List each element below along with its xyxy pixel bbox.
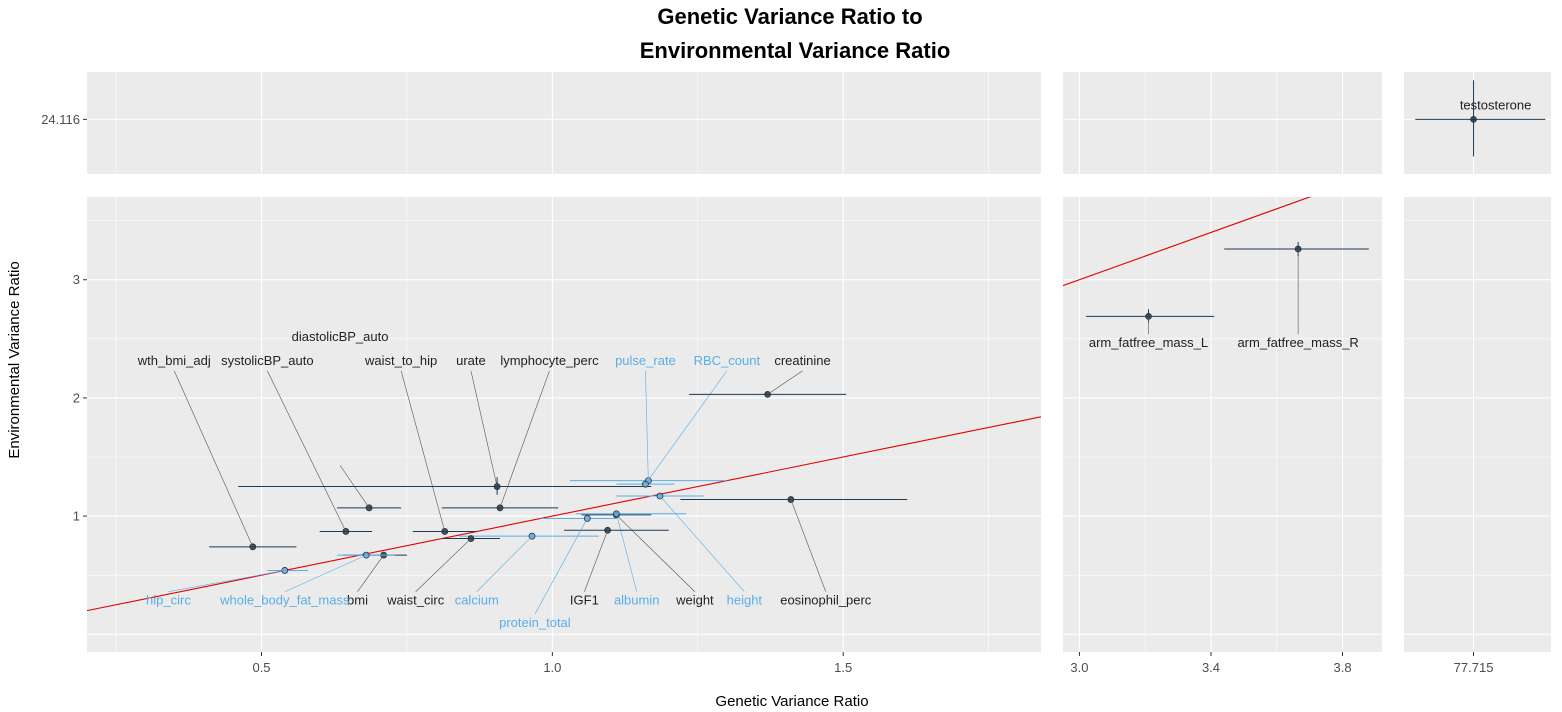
panel-1-2: [1404, 197, 1551, 652]
label-leader: [534, 518, 588, 615]
x-tick-label: 1.0: [543, 660, 561, 675]
y-tick-label: 24.116: [41, 112, 80, 127]
point-testosterone: testosterone: [1415, 80, 1546, 157]
point-label: creatinine: [774, 353, 830, 368]
point-label: weight: [675, 593, 714, 608]
x-tick-label: 3.8: [1333, 660, 1351, 675]
reference-line-y-equals-x: [1063, 197, 1312, 287]
panel-0-0: [87, 72, 1041, 174]
axis-ticks: 0.5 1.0 1.5 3.0 3.4 3.8 77.715 24.116 1 2 3: [41, 112, 1493, 675]
panel-0-1: [1063, 72, 1382, 174]
point-label: diastolicBP_auto: [292, 329, 389, 344]
point-label: hip_circ: [146, 593, 191, 608]
x-tick-label: 77.715: [1454, 660, 1494, 675]
point-label: IGF1: [570, 593, 599, 608]
label-leader: [168, 570, 285, 593]
chart-panels: [87, 72, 1551, 652]
label-leader: [659, 495, 745, 592]
point-calcium: calcium: [455, 532, 599, 608]
label-leader: [357, 554, 384, 592]
label-leader: [415, 538, 472, 592]
label-leader: [645, 370, 649, 481]
label-leader: [173, 370, 254, 547]
chart-title-line1: Genetic Variance Ratio to: [657, 4, 922, 29]
point-arm_fatfree_mass_L: arm_fatfree_mass_L: [1086, 309, 1215, 350]
point-pulse_rate: pulse_rate: [569, 353, 727, 485]
label-leader: [400, 370, 446, 532]
point-label: protein_total: [499, 615, 571, 630]
label-leader: [767, 370, 803, 395]
point-lymphocyte_perc: lymphocyte_perc: [441, 353, 599, 512]
label-leader: [584, 530, 608, 592]
point-label: systolicBP_auto: [221, 353, 314, 368]
panel-1-1: [1063, 197, 1382, 652]
point-height: height: [616, 492, 763, 608]
point-label: lymphocyte_perc: [500, 353, 599, 368]
label-leader: [616, 514, 696, 592]
point-albumin: albumin: [575, 510, 687, 608]
point-arm_fatfree_mass_R: arm_fatfree_mass_R: [1224, 241, 1369, 350]
point-label: eosinophil_perc: [780, 593, 872, 608]
data-point: [1470, 115, 1477, 123]
point-creatinine: creatinine: [689, 353, 847, 398]
point-label: calcium: [455, 593, 499, 608]
label-leader: [616, 513, 638, 592]
panel-1-0: [87, 197, 1041, 652]
point-label: testosterone: [1460, 98, 1532, 113]
point-systolicBP_auto: systolicBP_auto: [221, 353, 373, 535]
point-eosinophil_perc: eosinophil_perc: [680, 496, 908, 608]
label-leader: [476, 535, 533, 592]
point-label: arm_fatfree_mass_L: [1089, 335, 1208, 350]
y-tick-label: 3: [73, 272, 80, 287]
point-label: arm_fatfree_mass_R: [1237, 335, 1358, 350]
point-hip_circ: hip_circ: [146, 567, 309, 608]
y-axis-title: Environmental Variance Ratio: [6, 261, 23, 458]
y-tick-label: 1: [73, 509, 80, 524]
label-leader: [499, 370, 550, 508]
point-waist_circ: waist_circ: [386, 535, 501, 608]
x-tick-label: 3.4: [1202, 660, 1220, 675]
chart-marks: wth_bmi_adj systolicBP_auto diastolicBP_au…: [87, 80, 1546, 630]
point-label: waist_circ: [386, 593, 445, 608]
x-tick-label: 0.5: [252, 660, 270, 675]
x-tick-label: 3.0: [1070, 660, 1088, 675]
label-leader: [470, 370, 498, 487]
x-axis-title: Genetic Variance Ratio: [715, 693, 868, 710]
point-label: albumin: [614, 593, 660, 608]
point-label: bmi: [347, 593, 368, 608]
label-leader: [284, 554, 367, 593]
point-label: urate: [456, 353, 486, 368]
reference-line-y-equals-x: [87, 416, 1041, 612]
panel-0-2: [1404, 72, 1551, 174]
point-urate: urate: [238, 353, 652, 495]
chart-title-line2: Environmental Variance Ratio: [640, 38, 951, 63]
label-leader: [790, 499, 827, 592]
point-label: RBC_count: [694, 353, 761, 368]
point-protein_total: protein_total: [499, 515, 617, 630]
point-waist_to_hip: waist_to_hip: [364, 353, 477, 535]
point-whole_body_fat_mass: whole_body_fat_mass: [219, 551, 396, 608]
point-label: height: [727, 593, 763, 608]
point-label: whole_body_fat_mass: [219, 593, 350, 608]
label-leader: [645, 370, 728, 485]
label-leader: [267, 370, 347, 532]
x-tick-label: 1.5: [834, 660, 852, 675]
point-label: pulse_rate: [615, 353, 676, 368]
point-IGF1: IGF1: [564, 526, 669, 608]
y-tick-label: 2: [73, 390, 80, 405]
point-RBC_count: RBC_count: [616, 353, 761, 488]
point-label: waist_to_hip: [364, 353, 437, 368]
point-wth_bmi_adj: wth_bmi_adj: [137, 353, 297, 551]
point-label: wth_bmi_adj: [137, 353, 211, 368]
